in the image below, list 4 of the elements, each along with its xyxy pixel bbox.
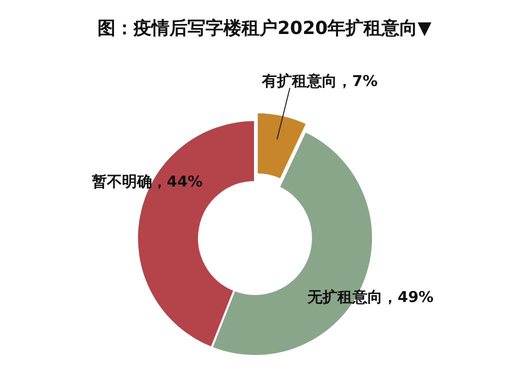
slice-label: 无扩租意向，49% <box>306 288 434 306</box>
slice-label: 有扩租意向，7% <box>261 72 378 90</box>
slice-label: 暂不明确，44% <box>90 172 203 190</box>
chart-title: 图：疫情后写字楼租户2020年扩租意向▼ <box>98 18 432 39</box>
